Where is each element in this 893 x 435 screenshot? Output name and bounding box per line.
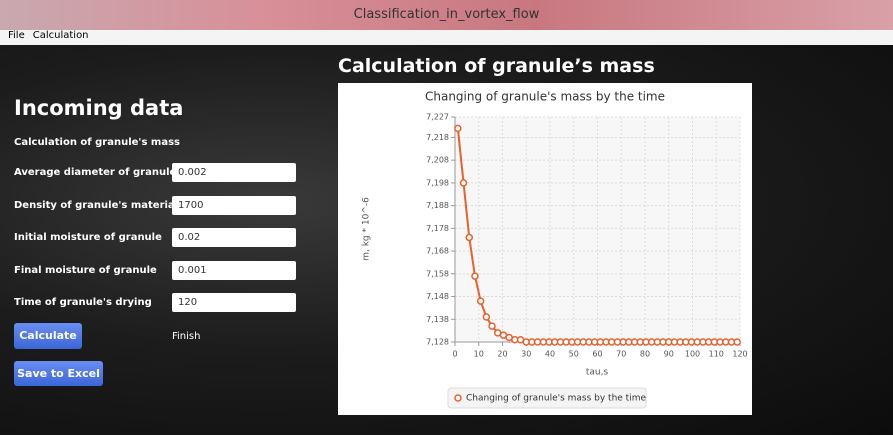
y-tick-label: 7,138 bbox=[426, 315, 449, 324]
point bbox=[471, 272, 479, 280]
field-input[interactable]: 0.001 bbox=[172, 260, 296, 280]
save-button[interactable]: Save to Excel bbox=[14, 361, 103, 386]
x-tick-label: 40 bbox=[545, 350, 555, 359]
window-title: Classification_in_vortex_flow bbox=[353, 7, 540, 22]
form-title: Incoming data bbox=[14, 96, 184, 120]
x-tick-label: 80 bbox=[640, 350, 650, 359]
x-tick-label: 110 bbox=[709, 350, 724, 359]
field-input[interactable]: 1700 bbox=[172, 195, 296, 215]
y-tick-label: 7,198 bbox=[426, 178, 449, 187]
form-subtitle: Calculation of granule's mass bbox=[14, 137, 180, 148]
y-tick-label: 7,208 bbox=[426, 156, 449, 165]
field-label: Initial moisture of granule bbox=[14, 232, 162, 243]
title-bar: Classification_in_vortex_flow bbox=[0, 0, 893, 30]
field-input[interactable]: 120 bbox=[172, 293, 296, 312]
point bbox=[476, 297, 485, 305]
legend bbox=[447, 387, 647, 409]
y-tick-label: 7,148 bbox=[426, 292, 449, 301]
x-tick-label: 10 bbox=[474, 350, 484, 359]
field-label: Time of granule's drying bbox=[14, 297, 152, 308]
menu-bar: File Calculation bbox=[0, 30, 893, 45]
field-label: Final moisture of granule bbox=[14, 264, 157, 276]
y-tick-label: 7,227 bbox=[426, 113, 449, 122]
status: Finish bbox=[172, 331, 201, 342]
x-tick-label: 20 bbox=[497, 350, 507, 359]
section-title: Calculation of granule’s mass bbox=[338, 55, 655, 77]
field-input[interactable]: 0.02 bbox=[172, 228, 296, 247]
point bbox=[454, 124, 462, 133]
x-tick-label: 120 bbox=[732, 350, 747, 359]
point bbox=[482, 313, 491, 321]
chart-title: Changing of granule's mass by the time bbox=[425, 90, 665, 104]
y-tick-label: 7,188 bbox=[426, 201, 449, 210]
calculate-button[interactable]: Calculate bbox=[14, 323, 82, 349]
x-tick-label: 60 bbox=[592, 350, 602, 359]
field-label: Density of granule's material bbox=[14, 199, 179, 211]
point bbox=[488, 322, 496, 330]
y-tick-label: 7,218 bbox=[426, 133, 449, 142]
x-tick-label: 100 bbox=[685, 350, 700, 359]
x-axis-label: tau,s bbox=[586, 368, 609, 378]
y-tick-label: 7,168 bbox=[426, 247, 449, 256]
point bbox=[459, 179, 468, 187]
point bbox=[465, 233, 473, 242]
legend-marker bbox=[454, 394, 462, 402]
field-label: Average diameter of granule bbox=[14, 167, 177, 178]
y-tick-label: 7,158 bbox=[426, 269, 449, 278]
chart: Changing of granule's mass by the time m… bbox=[338, 83, 752, 415]
legend-label: Changing of granule's mass by the time bbox=[466, 394, 646, 404]
x-tick-label: 70 bbox=[616, 350, 626, 359]
field-input[interactable]: 0.002 bbox=[172, 163, 296, 182]
y-tick-label: 7,128 bbox=[426, 338, 449, 347]
x-tick-label: 0 bbox=[452, 350, 457, 359]
x-tick-label: 30 bbox=[521, 350, 531, 359]
menu-item[interactable]: Calculation bbox=[32, 30, 89, 41]
point bbox=[733, 338, 741, 346]
y-tick-label: 7,178 bbox=[426, 224, 449, 233]
x-tick-label: 50 bbox=[569, 350, 579, 359]
menu-item[interactable]: File bbox=[8, 30, 25, 41]
y-axis-label: m, kg * 10^-6 bbox=[362, 197, 372, 261]
x-tick-label: 90 bbox=[664, 350, 674, 359]
